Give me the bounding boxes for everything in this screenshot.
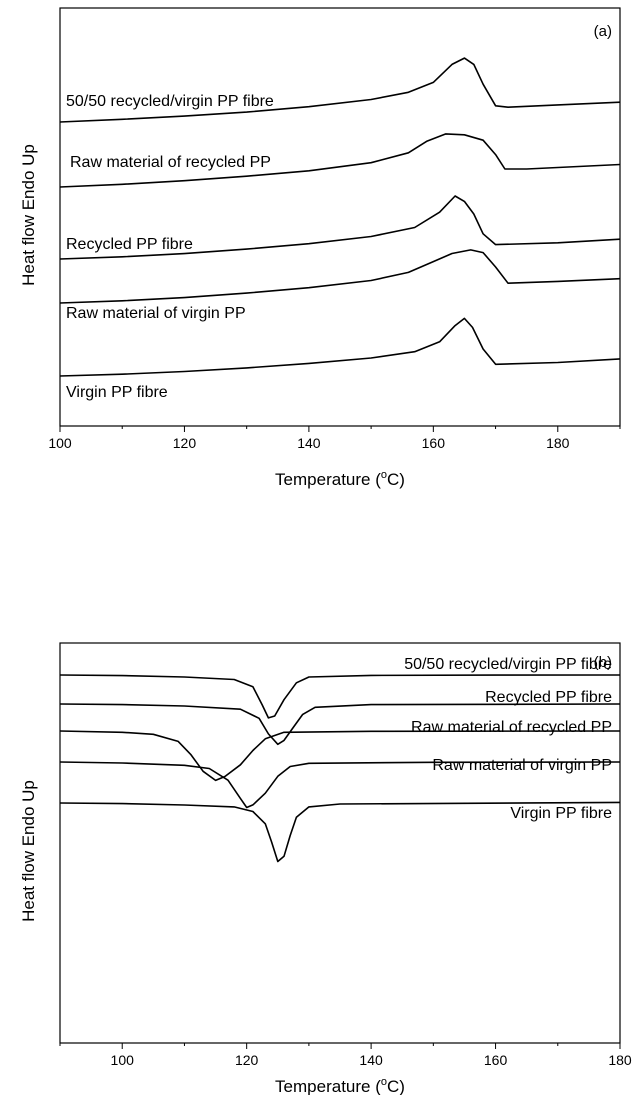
x-tick-label: 140 <box>359 1052 383 1068</box>
x-tick-label: 100 <box>48 435 72 451</box>
series-label: Raw material of recycled PP <box>70 154 271 171</box>
series-label: Virgin PP fibre <box>66 384 168 401</box>
x-tick-label: 180 <box>608 1052 632 1068</box>
series-line <box>59 249 621 304</box>
plot-frame <box>59 642 621 1044</box>
series-line <box>59 317 621 377</box>
series-line <box>59 195 621 260</box>
panel-b: 100 120 140 160 180 50/50 recycled/virgin PP … <box>19 642 632 1095</box>
plot-frame <box>59 7 621 427</box>
panel-label: (b) <box>594 654 612 671</box>
series-label: 50/50 recycled/virgin PP fibre <box>404 656 612 673</box>
series-line <box>59 801 621 863</box>
series-label: Virgin PP fibre <box>510 805 612 822</box>
series-line <box>59 703 621 746</box>
series-label: Recycled PP fibre <box>485 689 612 706</box>
panel-a: 100 120 140 160 180 50/50 recycled/virgin PP … <box>19 7 621 489</box>
series-line <box>59 133 621 188</box>
series-line <box>59 57 621 123</box>
series-label: 50/50 recycled/virgin PP fibre <box>66 93 274 110</box>
series-label: Raw material of virgin PP <box>432 757 612 774</box>
x-tick-label: 120 <box>173 435 197 451</box>
series-label: Raw material of virgin PP <box>66 305 246 322</box>
x-tick-label: 100 <box>111 1052 135 1068</box>
x-tick-label: 140 <box>297 435 321 451</box>
panel-label: (a) <box>594 23 612 40</box>
series-label: Raw material of recycled PP <box>411 719 612 736</box>
x-axis-label: Temperature (oC) <box>275 469 405 489</box>
series-line <box>59 761 621 809</box>
x-tick-label: 160 <box>484 1052 508 1068</box>
x-tick-label: 120 <box>235 1052 259 1068</box>
series-label: Recycled PP fibre <box>66 236 193 253</box>
x-tick-label: 160 <box>422 435 446 451</box>
series-line <box>59 674 621 719</box>
y-axis-label: Heat flow Endo Up <box>19 780 38 922</box>
x-axis-label: Temperature (oC) <box>275 1076 405 1095</box>
series-line <box>59 730 621 782</box>
x-tick-label: 180 <box>546 435 570 451</box>
y-axis-label: Heat flow Endo Up <box>19 144 38 286</box>
